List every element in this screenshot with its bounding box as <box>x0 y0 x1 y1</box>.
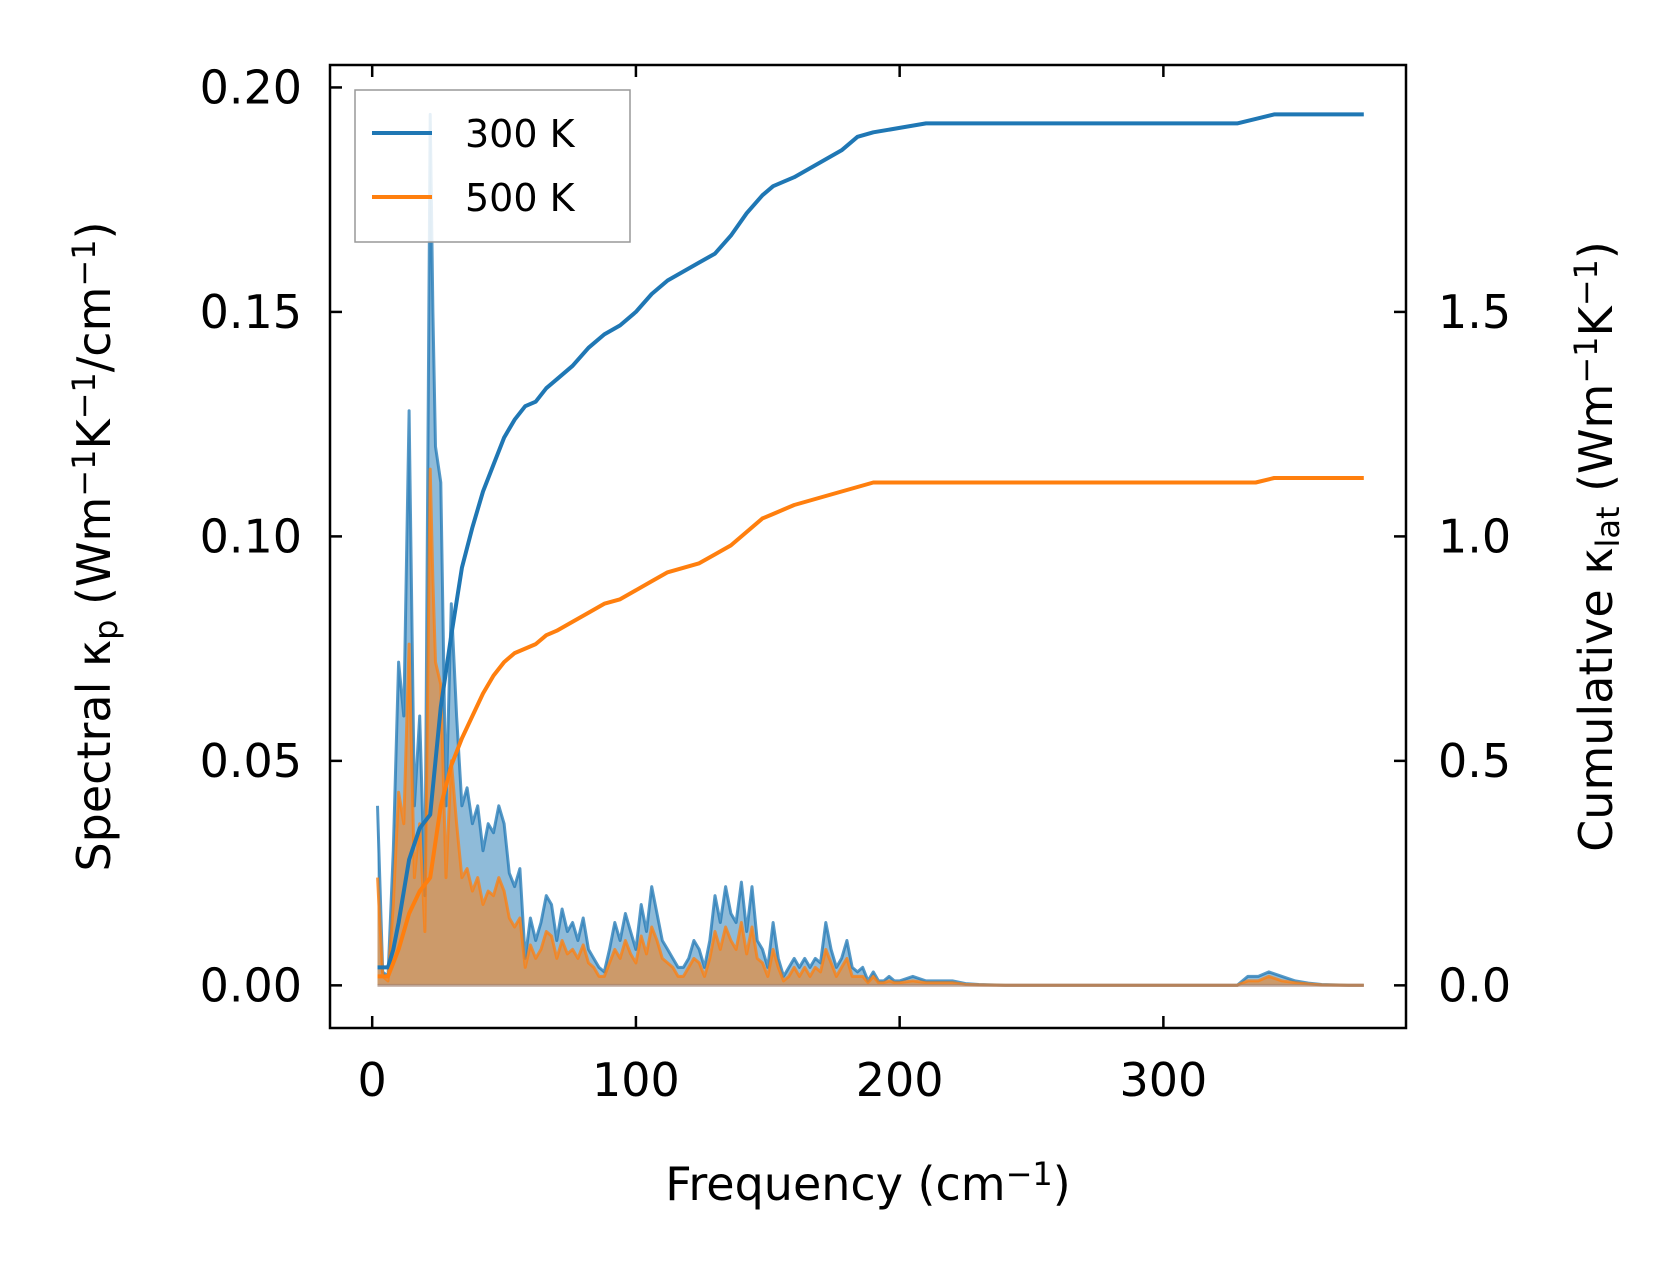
left-y-tick-label: 0.20 <box>200 60 302 114</box>
x-tick-label: 200 <box>856 1053 944 1107</box>
x-tick-label: 100 <box>592 1053 680 1107</box>
spectral-300k-line <box>376 112 1364 987</box>
right-y-tick-label: 1.0 <box>1438 509 1511 563</box>
legend: 300 K 500 K <box>354 89 631 243</box>
spectral-500k-line <box>376 467 1364 987</box>
legend-label: 300 K <box>465 112 576 156</box>
left-y-tick-label: 0.05 <box>200 734 302 788</box>
left-y-axis-label: Spectral κp (Wm−1K−1/cm−1) <box>65 221 125 871</box>
right-y-tick-label: 0.5 <box>1438 734 1511 788</box>
right-y-tick-label: 1.5 <box>1438 285 1511 339</box>
left-y-tick-label: 0.10 <box>200 509 302 563</box>
x-tick-label: 0 <box>358 1053 387 1107</box>
spectral-300k-area <box>377 114 1364 986</box>
plot-frame <box>328 63 1408 1030</box>
cumulative-300k-line <box>377 112 1364 970</box>
right-y-tick-label: 0.0 <box>1438 958 1511 1012</box>
right-y-axis-label: Cumulative κlat (Wm−1K−1) <box>1567 241 1627 852</box>
axis-labels: Frequency (cm−1) Spectral κp (Wm−1K−1/cm… <box>65 221 1627 1211</box>
spectral-500k-area <box>377 469 1364 986</box>
x-axis-label: Frequency (cm−1) <box>665 1155 1070 1211</box>
plot-area <box>376 112 1364 987</box>
legend-box <box>354 89 631 243</box>
cumulative-500k-line <box>377 476 1364 979</box>
legend-label: 500 K <box>465 176 576 220</box>
left-y-tick-label: 0.15 <box>200 285 302 339</box>
left-y-tick-label: 0.00 <box>200 958 302 1012</box>
x-tick-label: 300 <box>1119 1053 1207 1107</box>
axes: 0 100 200 300 0.00 0.05 0.10 0.15 0.20 0.0 0.5 1.0 1… <box>200 60 1512 1107</box>
